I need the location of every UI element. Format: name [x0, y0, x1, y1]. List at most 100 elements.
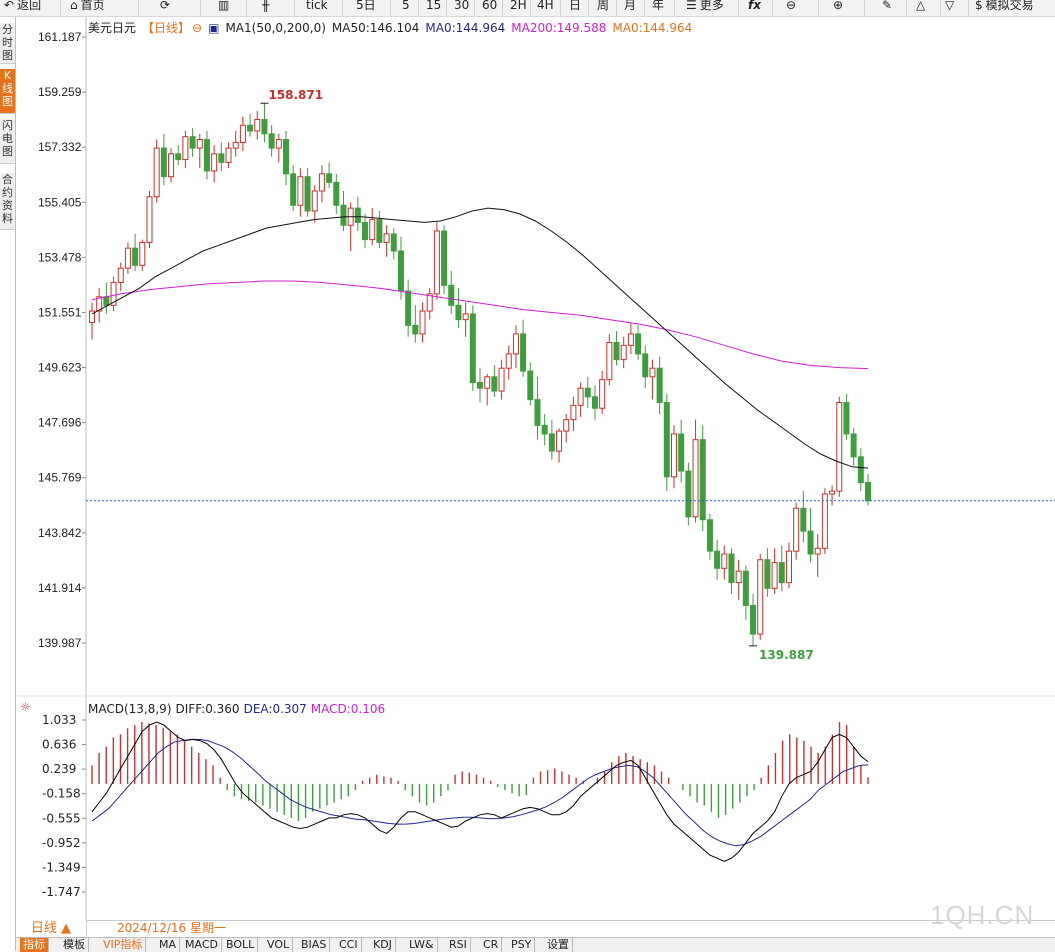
refresh-icon: ⟳	[160, 0, 171, 12]
period-30-button[interactable]: 30	[454, 0, 470, 12]
more-button[interactable]: ☰ 更多	[686, 0, 724, 12]
tab-indicator[interactable]: 指标	[20, 938, 49, 952]
candlestick-button[interactable]: ╫	[262, 0, 269, 16]
tab-boll[interactable]: BOLL	[223, 938, 259, 952]
tab-macd[interactable]: MACD	[182, 938, 222, 952]
candle-body	[512, 333, 519, 355]
price-tick-label: 149.623	[38, 361, 82, 375]
home-button[interactable]: ⌂ 首页	[70, 0, 105, 12]
period-15-button[interactable]: 15	[426, 0, 442, 12]
candle-body	[821, 493, 828, 549]
tab-vol[interactable]: VOL	[264, 938, 294, 952]
sidebar-tab-contract-info[interactable]: 合约资料	[0, 173, 15, 230]
tab-psy[interactable]: PSY	[508, 938, 536, 952]
period-4h-button[interactable]: 4H	[537, 0, 554, 12]
candle-body	[182, 136, 189, 161]
candle-body	[721, 553, 728, 569]
candle-body	[577, 387, 584, 406]
tab-lw[interactable]: LW&	[406, 938, 438, 952]
tab-cr[interactable]: CR	[480, 938, 503, 952]
macd-tick-label: -0.555	[42, 811, 81, 825]
zoom-out-icon: ⊖	[786, 0, 797, 12]
period-year-button[interactable]: 年	[652, 0, 665, 12]
macd-dea-value: DEA:0.307	[243, 702, 307, 716]
macd-tick-label: -1.747	[42, 885, 81, 899]
candle-body	[168, 153, 175, 178]
candle-body	[635, 333, 642, 355]
period-label: 【日线】	[142, 21, 191, 35]
candle-body	[685, 470, 692, 518]
down-triangle-button[interactable]: ▽	[945, 0, 954, 16]
period-selector-button[interactable]: 日线 ▲	[16, 920, 87, 937]
tab-ma[interactable]: MA	[156, 938, 181, 952]
macd-settings-icon[interactable]: ☼	[20, 700, 31, 714]
formula-button[interactable]: fx	[748, 0, 761, 12]
candle-body	[527, 370, 534, 401]
symbol-name: 美元日元	[88, 21, 137, 35]
candle-body	[426, 293, 433, 312]
candle-body	[548, 433, 555, 452]
macd-tick-label: -1.349	[42, 860, 81, 874]
candles-layer	[89, 103, 871, 646]
candle-body	[563, 419, 570, 432]
candle-body	[556, 430, 563, 452]
high-price-label: 158.871	[268, 88, 323, 102]
tab-settings[interactable]: 设置	[544, 938, 573, 952]
candle-body	[656, 367, 663, 404]
tab-cci[interactable]: CCI	[336, 938, 362, 952]
period-week-button[interactable]: 周	[597, 0, 610, 12]
candle-body	[103, 296, 110, 306]
back-button[interactable]: ↶ 返回	[4, 0, 42, 12]
price-tick-label: 155.405	[38, 195, 82, 209]
back-arrow-icon: ↶	[4, 0, 15, 12]
period-month-button[interactable]: 月	[624, 0, 637, 12]
candle-body	[807, 530, 814, 555]
period-2h-button[interactable]: 2H	[510, 0, 527, 12]
pencil-icon: ✎	[882, 0, 893, 12]
ma200-line	[91, 280, 869, 370]
draw-button[interactable]: ✎	[882, 0, 892, 16]
settings-icon[interactable]: ⊖	[192, 21, 203, 35]
candle-body	[764, 559, 771, 589]
refresh-button[interactable]: ⟳	[160, 0, 170, 16]
dollar-icon: $	[975, 0, 983, 12]
candle-body	[203, 139, 210, 172]
candle-body	[520, 333, 527, 372]
price-tick-label: 145.769	[38, 471, 82, 485]
candle-body	[742, 570, 749, 606]
sidebar-tab-kline[interactable]: K线图	[0, 69, 15, 114]
candle-body	[297, 176, 304, 206]
period-60-button[interactable]: 60	[482, 0, 498, 12]
candle-body	[433, 230, 440, 295]
candle-body	[132, 247, 139, 266]
sidebar-tab-time-sharing[interactable]: 分时图	[0, 23, 15, 64]
candle-body	[376, 219, 383, 243]
low-price-label: 139.887	[759, 648, 814, 662]
tab-rsi[interactable]: RSI	[446, 938, 471, 952]
zoom-out-button[interactable]: ⊖	[786, 0, 796, 16]
up-triangle-button[interactable]: △	[916, 0, 925, 16]
tab-bias[interactable]: BIAS	[298, 938, 331, 952]
candle-body	[793, 507, 800, 552]
ma50-line	[91, 207, 869, 469]
candle-body	[247, 124, 254, 132]
candle-body	[829, 490, 836, 495]
candle-body	[591, 396, 598, 409]
zoom-in-button[interactable]: ⊕	[833, 0, 843, 16]
five-day-button[interactable]: 5日	[356, 0, 376, 12]
tab-kdj[interactable]: KDJ	[370, 938, 396, 952]
indicator-icon[interactable]: ▣	[208, 21, 220, 35]
simulate-trade-button[interactable]: $ 模拟交易	[975, 0, 1034, 12]
sidebar-tab-flash[interactable]: 闪电图	[0, 119, 15, 164]
macd-name: MACD(13,8,9)	[88, 702, 172, 716]
kline-chart-button[interactable]: ▥	[218, 0, 229, 16]
period-day-button[interactable]: 日	[569, 0, 582, 12]
tab-vip-indicator[interactable]: VIP指标	[100, 938, 147, 952]
candle-body	[232, 141, 239, 149]
candle-body	[362, 221, 369, 241]
tab-template[interactable]: 模板	[60, 938, 89, 952]
period-5-button[interactable]: 5	[402, 0, 410, 12]
tick-button[interactable]: tick	[306, 0, 328, 12]
price-tick-label: 141.914	[38, 581, 82, 595]
